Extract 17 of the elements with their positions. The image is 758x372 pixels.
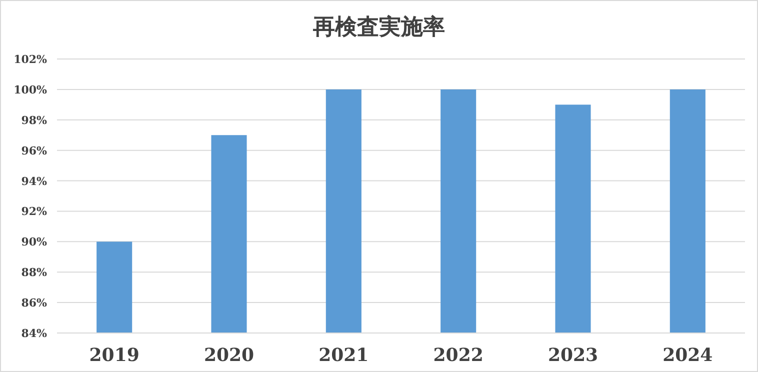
y-tick-label: 102%	[14, 53, 48, 66]
x-tick-label: 2023	[548, 345, 598, 366]
y-tick-label: 84%	[21, 327, 48, 340]
y-tick-label: 86%	[21, 296, 48, 310]
x-tick-label: 2022	[433, 345, 484, 366]
x-tick-label: 2020	[204, 345, 254, 366]
x-tick-label: 2019	[89, 345, 140, 366]
y-tick-label: 98%	[21, 114, 48, 127]
y-tick-label: 94%	[21, 174, 48, 188]
y-tick-label: 90%	[21, 236, 48, 249]
y-tick-label: 100%	[14, 83, 48, 96]
y-tick-label: 96%	[21, 144, 48, 158]
x-tick-label: 2024	[662, 345, 713, 366]
y-tick-label: 92%	[21, 205, 48, 218]
x-tick-label: 2021	[318, 345, 369, 366]
y-tick-label: 88%	[21, 266, 48, 280]
chart-title: 再検査実施率	[312, 14, 445, 40]
